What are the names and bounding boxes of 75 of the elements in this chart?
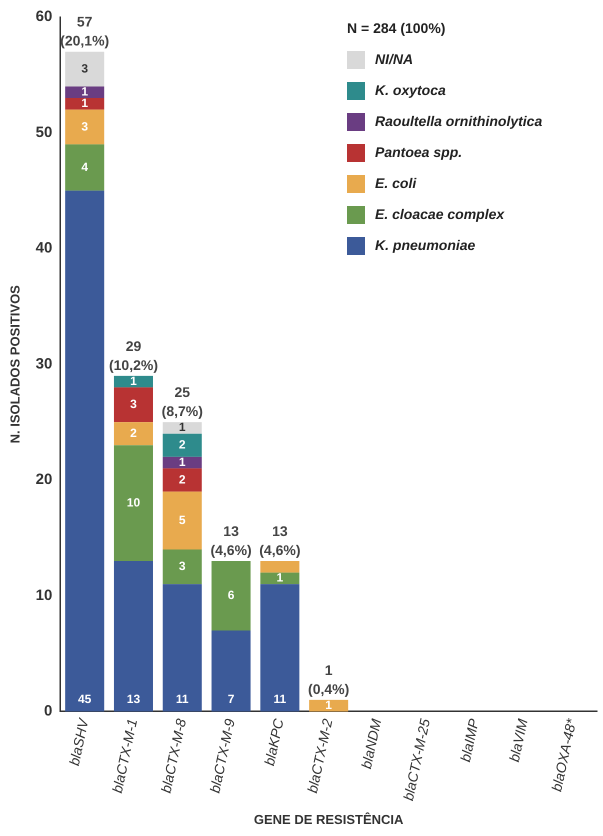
data-label: 1 [81,96,88,110]
x-tick-label: blaIMP [457,716,482,764]
bar [65,98,104,110]
bar [65,110,104,144]
bar [162,492,202,550]
data-label: 1 [325,698,332,712]
bar [162,434,202,457]
data-label: 2 [178,472,186,486]
bar [309,700,348,712]
bar [114,445,153,562]
bar [65,190,104,712]
x-tick-label: blaOXA-48* [548,716,580,793]
data-label: 1 [130,374,138,388]
data-label: 11 [176,692,189,706]
bar [114,561,153,712]
bar [65,52,104,86]
bar [114,376,153,388]
y-tick-label: 20 [36,471,52,488]
total-label: 13 (4,6%) [259,523,300,558]
y-axis-title: N. ISOLADOS POSITIVOS [7,284,22,444]
legend-label: E. coli [375,174,418,191]
bar [260,584,300,712]
data-label: 2 [130,426,138,440]
data-label: 1 [81,84,88,99]
data-label: 3 [178,559,186,574]
data-label: 1 [178,454,186,469]
bar [162,456,202,468]
bar [162,422,202,434]
bar [260,561,300,573]
data-label: 3 [81,61,88,76]
legend-label: Raoultella ornithinolytica [375,112,542,129]
y-tick-label: 50 [36,124,52,141]
x-tick-label: blaKPC [261,716,287,768]
y-tick-label: 30 [36,355,52,372]
y-tick-label: 60 [36,8,52,26]
bar [65,144,104,191]
data-label: 10 [126,495,140,510]
data-label: 11 [274,692,287,706]
data-label: 7 [228,692,235,706]
legend-label: NI/NA [375,50,414,67]
bar [162,468,202,492]
y-tick-label: 0 [44,702,52,720]
legend-label: K. oxytoca [375,82,446,98]
data-label: 1 [178,420,186,434]
total-label: 1 (0,4%) [308,662,350,697]
bar [212,630,251,712]
total-label: 25 (8,7%) [162,384,203,420]
y-tick-label: 40 [36,240,52,257]
data-label: 6 [228,588,235,602]
data-label: 13 [126,692,140,706]
data-label: 2 [178,438,186,452]
bar [114,422,153,446]
data-label: 1 [276,570,284,585]
x-axis-title: GENE DE RESISTÊNCIA [254,812,404,827]
legend-label: K. pneumoniae [375,236,476,253]
data-label: 45 [78,692,92,706]
bar [65,86,104,98]
legend-title: N = 284 (100%) [347,20,446,36]
total-label: 13 (4,6%) [210,523,252,558]
x-tick-label: blaNDM [358,717,384,770]
legend-label: Pantoea spp. [375,144,462,160]
bar [260,572,300,584]
total-label: 29 (10,2%) [108,338,158,373]
x-tick-label: blaSHV [66,716,92,768]
bar [162,549,202,584]
x-tick-label: blaVIM [506,717,531,764]
data-label: 3 [81,119,88,134]
data-label: 4 [81,160,88,174]
data-label: 5 [178,512,186,527]
bar [114,387,153,422]
bar [212,561,251,630]
y-tick-label: 10 [36,586,52,604]
legend-label: E. cloacae complex [375,206,506,222]
bar [162,584,202,712]
data-label: 3 [130,397,138,412]
